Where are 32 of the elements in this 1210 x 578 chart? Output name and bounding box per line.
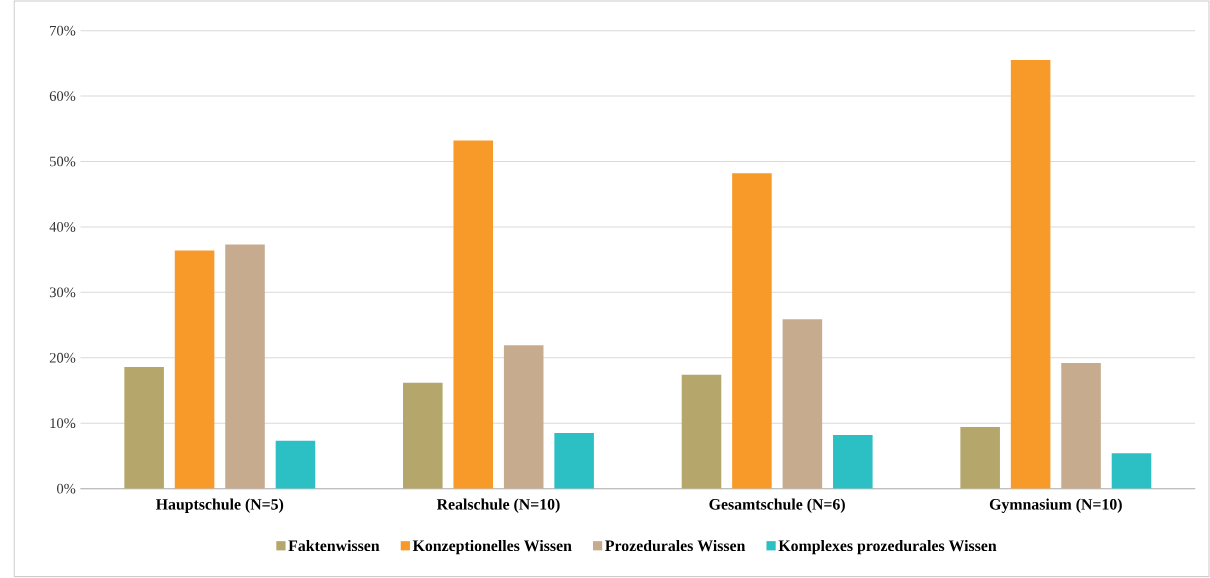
bar xyxy=(225,244,265,489)
bar xyxy=(782,319,823,489)
y-tick-label: 10% xyxy=(50,418,76,429)
bar xyxy=(275,441,316,489)
bar xyxy=(1061,363,1101,489)
y-tick-label: 30% xyxy=(49,287,76,298)
legend-label: Faktenwissen xyxy=(288,540,380,552)
y-tick-label: 40% xyxy=(49,222,76,233)
bar xyxy=(453,140,494,489)
x-tick-label: Gesamtschule (N=6) xyxy=(709,498,845,514)
bar xyxy=(1111,453,1152,489)
y-tick-label: 60% xyxy=(49,91,76,102)
bar xyxy=(503,345,544,489)
y-tick-label: 70% xyxy=(50,25,76,36)
bar xyxy=(732,173,772,489)
x-tick-label: Realschule (N=10) xyxy=(436,498,560,514)
legend-label: Prozedurales Wissen xyxy=(605,540,746,552)
legend-label: Konzeptionelles Wissen xyxy=(412,540,572,555)
y-tick-label: 20% xyxy=(49,353,76,363)
y-tick-label: 0% xyxy=(57,483,76,494)
y-tick-label: 50% xyxy=(50,156,76,167)
x-tick-label: Hauptschule (N=5) xyxy=(155,498,284,514)
bar xyxy=(1010,60,1051,489)
bar xyxy=(124,367,164,489)
bar xyxy=(174,250,215,489)
x-tick-label: Gymnasium (N=10) xyxy=(989,498,1122,514)
bar xyxy=(403,382,443,489)
bar xyxy=(681,374,722,489)
bar xyxy=(960,427,1000,489)
legend-label: Komplexes prozedurales Wissen xyxy=(778,540,997,555)
bar xyxy=(554,433,594,489)
bar xyxy=(833,435,873,489)
